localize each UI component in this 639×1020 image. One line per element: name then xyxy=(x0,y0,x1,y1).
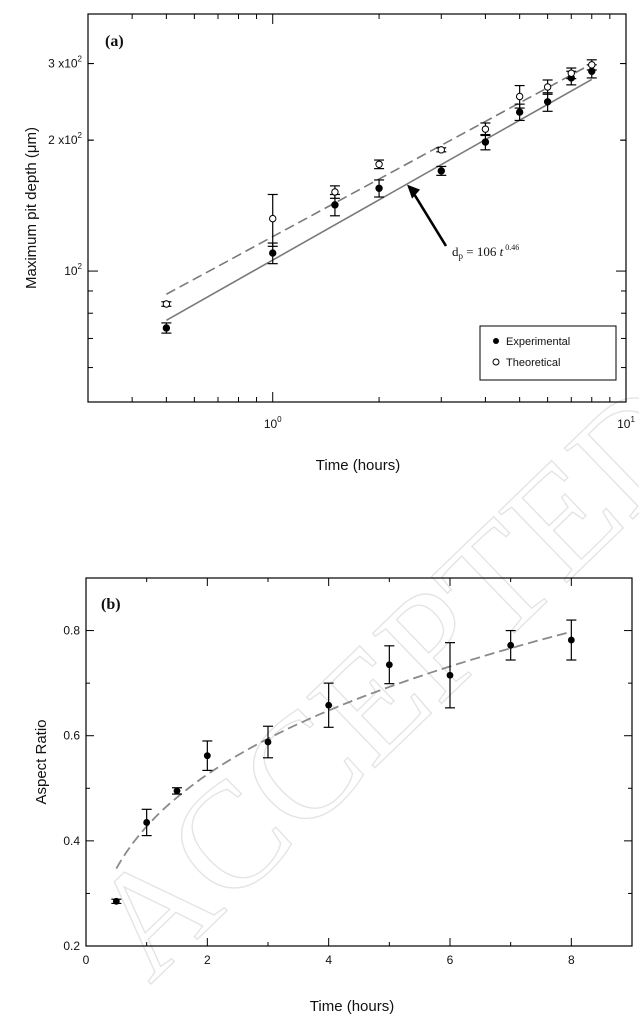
experimental-point xyxy=(481,138,490,146)
experimental-point xyxy=(331,201,339,209)
aspect-ratio-point xyxy=(325,701,333,709)
experimental-point xyxy=(437,167,445,175)
y-tick-base: 10 xyxy=(64,264,78,278)
x-tick-label: 100 xyxy=(264,415,282,431)
chart-b-y-axis-title: Aspect Ratio xyxy=(33,719,50,804)
theoretical-point xyxy=(567,69,575,77)
chart-a-panel-label: (a) xyxy=(105,33,124,50)
theoretical-point xyxy=(481,125,490,133)
theoretical-point xyxy=(588,61,596,69)
y-tick-label: 3 x102 xyxy=(48,55,82,71)
x-tick-label: 0 xyxy=(83,953,90,967)
legend-marker-theoretical xyxy=(492,358,500,366)
x-tick-label: 4 xyxy=(325,953,332,967)
legend-label-theoretical: Theoretical xyxy=(506,357,560,369)
theoretical-point xyxy=(515,92,524,101)
fit-line-dashed xyxy=(165,63,593,295)
y-tick-base: x10 xyxy=(58,133,78,147)
aspect-ratio-point xyxy=(567,636,575,644)
watermark-text: ACCEPTED MANU xyxy=(58,6,639,1008)
annotation-equation: = 106 xyxy=(463,244,500,259)
x-tick-exp: 1 xyxy=(630,415,635,424)
y-tick-label: 2 x102 xyxy=(48,131,82,147)
y-tick-label: 102 xyxy=(64,262,82,278)
x-tick-label: 2 xyxy=(204,953,211,967)
experimental-point xyxy=(162,324,171,332)
aspect-ratio-point xyxy=(203,752,211,760)
annotation-exponent: 0.46 xyxy=(503,243,519,252)
y-tick-label: 0.8 xyxy=(63,624,80,638)
chart-b-points xyxy=(111,619,577,905)
chart-b-fit-line xyxy=(115,630,572,870)
theoretical-point xyxy=(437,146,445,154)
aspect-ratio-point xyxy=(507,641,515,649)
x-tick-label: 8 xyxy=(568,953,575,967)
legend-box xyxy=(479,325,617,381)
chart-a-legend: Experimental Theoretical xyxy=(479,325,617,381)
y-tick-prefix: 3 xyxy=(48,57,58,71)
experimental-point xyxy=(269,249,277,257)
annotation-variable: t xyxy=(500,244,504,259)
legend-marker-experimental xyxy=(493,338,499,344)
aspect-ratio-point xyxy=(143,819,151,826)
chart-a-y-axis-title: Maximum pit depth (μm) xyxy=(23,127,40,289)
fit-curve-dashed xyxy=(115,630,572,870)
x-tick-base: 10 xyxy=(617,417,631,431)
chart-b-frame xyxy=(85,577,633,947)
chart-a-fit-annotation: dp = 106 t 0.46 xyxy=(407,184,519,261)
theoretical-point xyxy=(375,160,383,168)
experimental-point xyxy=(515,108,524,116)
aspect-ratio-point xyxy=(112,897,120,905)
x-tick-exp: 0 xyxy=(277,415,282,424)
chart-a-annotation-text: dp = 106 t 0.46 xyxy=(452,243,519,261)
theoretical-point xyxy=(331,188,339,196)
chart-a-points xyxy=(161,59,597,334)
aspect-ratio-point xyxy=(385,661,393,669)
chart-a-fit-lines xyxy=(165,63,593,321)
chart-a-x-axis-title: Time (hours) xyxy=(316,457,400,474)
aspect-ratio-point xyxy=(446,671,454,679)
chart-a-frame xyxy=(87,13,627,403)
x-tick-base: 10 xyxy=(264,417,278,431)
chart-b-ticks: 0 2 4 6 8 0.2 0.4 0.6 0.8 xyxy=(63,577,633,967)
chart-a-annotation-arrow xyxy=(410,189,448,247)
fit-line-solid xyxy=(165,78,593,321)
y-tick-label: 0.6 xyxy=(63,729,80,743)
y-tick-exp: 2 xyxy=(78,55,83,64)
theoretical-point xyxy=(543,83,552,91)
chart-b: (b) 0 2 4 6 8 0.2 0.4 0.6 0.8 Time (hours) Aspec… xyxy=(33,577,633,1015)
legend-label-experimental: Experimental xyxy=(506,336,570,348)
chart-b-panel-label: (b) xyxy=(101,596,121,613)
chart-a-annotation-arrowhead xyxy=(407,184,421,199)
y-tick-label: 0.2 xyxy=(63,939,80,953)
theoretical-point xyxy=(162,300,171,308)
experimental-point xyxy=(543,98,552,106)
aspect-ratio-point xyxy=(264,738,272,746)
x-tick-label: 101 xyxy=(617,415,635,431)
chart-b-x-axis-title: Time (hours) xyxy=(310,998,394,1015)
aspect-ratio-point xyxy=(173,787,181,795)
x-tick-label: 6 xyxy=(447,953,454,967)
y-tick-base: x10 xyxy=(58,57,78,71)
experimental-point xyxy=(375,184,383,192)
y-tick-prefix: 2 xyxy=(48,133,58,147)
annotation-base: d xyxy=(452,244,459,259)
y-tick-label: 0.4 xyxy=(63,834,80,848)
y-tick-exp: 2 xyxy=(78,131,83,140)
annotation-subscript: p xyxy=(459,251,464,261)
theoretical-point xyxy=(269,214,277,223)
y-tick-exp: 2 xyxy=(78,262,83,271)
